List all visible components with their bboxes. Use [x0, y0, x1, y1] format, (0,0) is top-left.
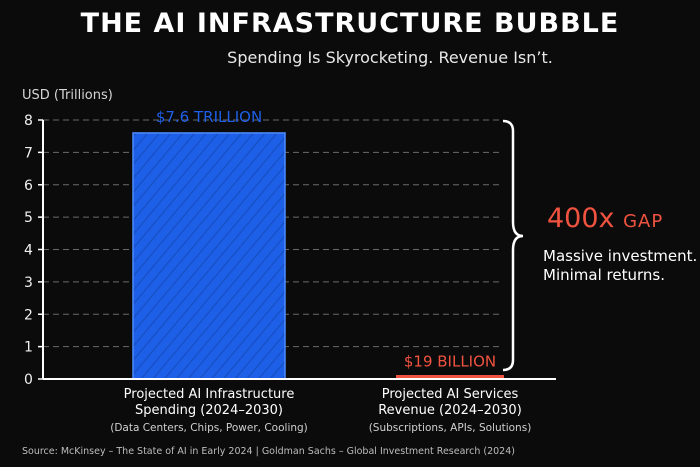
gap-value: 400x	[547, 203, 615, 234]
gap-word: GAP	[623, 211, 664, 232]
y-tick-label: 5	[24, 210, 33, 226]
data-labels: $7.6 TRILLION $19 BILLION	[156, 108, 496, 370]
gap-brace	[502, 119, 524, 372]
y-axis-label: USD (Trillions)	[22, 88, 113, 103]
y-tick-label: 2	[24, 307, 33, 323]
bar-services-revenue	[396, 375, 504, 378]
y-tick-label: 1	[24, 340, 33, 356]
gridlines	[43, 119, 500, 348]
source-note: Source: McKinsey – The State of AI in Ea…	[22, 446, 515, 457]
y-tick-label: 6	[24, 178, 33, 194]
y-tick-label: 8	[24, 113, 33, 129]
gap-annotation-line2: Minimal returns.	[543, 266, 665, 284]
bars	[132, 132, 504, 380]
category-label-line2: Revenue (2024–2030)	[378, 403, 522, 418]
category-label-line2: Spending (2024–2030)	[135, 403, 283, 418]
data-label: $19 BILLION	[404, 352, 496, 370]
category-label-line1: Projected AI Services	[382, 387, 519, 402]
category-note: (Subscriptions, APIs, Solutions)	[369, 422, 532, 434]
chart-subtitle: Spending Is Skyrocketing. Revenue Isn’t.	[227, 48, 553, 67]
bar-infrastructure-spending	[132, 132, 286, 380]
gap-annotation-title: 400x GAP	[547, 203, 663, 234]
y-tick-label: 4	[24, 243, 33, 259]
y-tick-label: 3	[24, 275, 33, 291]
chart-title: THE AI INFRASTRUCTURE BUBBLE	[80, 8, 620, 39]
gap-annotation-line1: Massive investment.	[543, 247, 698, 265]
category-label-line1: Projected AI Infrastructure	[124, 387, 295, 402]
y-axis-ticks: 0 1 2 3 4 5 6 7 8	[24, 113, 43, 388]
y-tick-label: 0	[24, 372, 33, 388]
category-note: (Data Centers, Chips, Power, Cooling)	[110, 422, 308, 434]
y-tick-label: 7	[24, 145, 33, 161]
data-label: $7.6 TRILLION	[156, 108, 262, 126]
